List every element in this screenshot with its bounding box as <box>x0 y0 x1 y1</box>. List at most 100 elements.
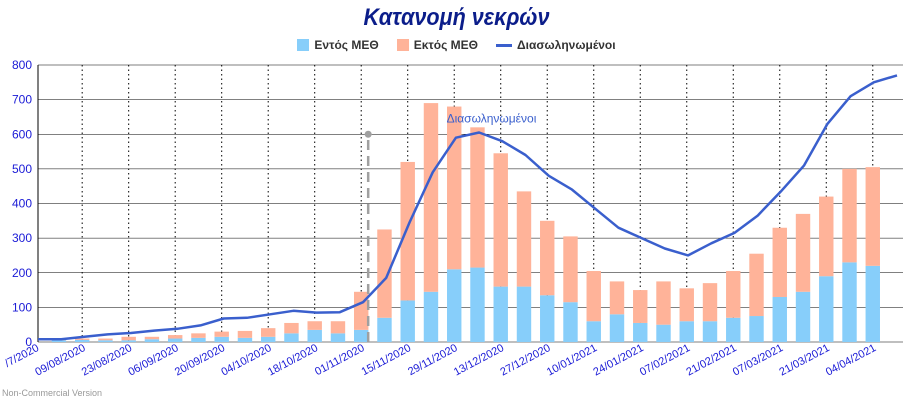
y-tick-label: 600 <box>12 127 32 141</box>
bar-icu <box>540 295 555 342</box>
bar-icu <box>51 340 67 342</box>
bar-icu <box>470 267 485 342</box>
bar-non-icu <box>74 338 90 340</box>
bar-non-icu <box>702 283 718 322</box>
footer-note: Non-Commercial Version <box>2 388 103 398</box>
chart-legend: Εντός ΜΕΘ Εκτός ΜΕΘ Διασωληνωμένοι <box>0 38 913 52</box>
bar-non-icu <box>842 168 857 263</box>
bar-non-icu <box>377 229 392 318</box>
legend-label-intubated: Διασωληνωμένοι <box>516 38 616 52</box>
bar-non-icu <box>563 236 578 303</box>
bar-non-icu <box>307 321 322 330</box>
bar-icu <box>865 265 880 342</box>
y-tick-label: 300 <box>12 231 32 245</box>
x-tick-label: 18/10/2020 <box>266 342 320 378</box>
bar-non-icu <box>795 213 811 292</box>
y-tick-label: 200 <box>12 266 32 280</box>
bar-non-icu <box>260 328 276 337</box>
marker-dot <box>364 130 372 138</box>
legend-item-icu[interactable]: Εντός ΜΕΘ <box>297 38 379 52</box>
bar-non-icu <box>586 271 601 322</box>
legend-item-non-icu[interactable]: Εκτός ΜΕΘ <box>396 38 478 52</box>
bar-icu <box>586 321 601 342</box>
bar-icu <box>214 336 229 342</box>
bar-non-icu <box>633 290 648 323</box>
bar-icu <box>772 296 787 342</box>
x-tick-label: 10/01/2021 <box>545 342 599 378</box>
bar-icu <box>795 291 811 342</box>
x-tick-label: 04/04/2021 <box>824 342 878 378</box>
bar-icu <box>191 337 206 342</box>
x-tick-label: 07/02/2021 <box>638 342 692 378</box>
bar-non-icu <box>656 281 671 325</box>
bar-icu <box>749 316 764 342</box>
bar-icu <box>609 314 625 342</box>
x-tick-label: 29/11/2020 <box>406 342 460 378</box>
bar-non-icu <box>516 191 532 287</box>
bar-icu <box>423 291 439 342</box>
bar-non-icu <box>423 103 439 292</box>
bar-non-icu <box>679 288 694 322</box>
bar-icu <box>493 286 508 342</box>
bar-icu <box>679 321 694 342</box>
bar-icu <box>656 324 671 342</box>
bar-non-icu <box>400 161 415 301</box>
bar-non-icu <box>865 167 880 266</box>
bar-icu <box>260 336 276 342</box>
bar-non-icu <box>98 338 113 341</box>
bar-icu <box>447 269 462 342</box>
x-tick-label: 04/10/2020 <box>219 342 273 378</box>
x-tick-label: 24/01/2021 <box>591 342 645 378</box>
bar-icu <box>74 339 90 342</box>
bar-non-icu <box>609 281 625 315</box>
y-tick-label: 700 <box>12 93 32 107</box>
y-tick-label: 800 <box>12 58 32 72</box>
bar-icu <box>167 338 183 342</box>
x-tick-label: 20/09/2020 <box>173 342 227 378</box>
x-tick-label: 21/03/2021 <box>777 342 831 378</box>
legend-swatch-intubated <box>495 43 512 47</box>
bar-icu <box>842 262 857 342</box>
bar-non-icu <box>819 196 834 277</box>
bar-icu <box>144 339 160 342</box>
bar-non-icu <box>726 271 741 318</box>
bar-icu <box>377 317 392 342</box>
legend-label-non-icu: Εκτός ΜΕΘ <box>413 38 478 52</box>
x-tick-label: 21/02/2021 <box>684 342 738 378</box>
bar-non-icu <box>493 153 508 287</box>
legend-item-intubated[interactable]: Διασωληνωμένοι <box>495 38 616 52</box>
x-tick-label: 23/08/2020 <box>80 342 134 378</box>
bar-icu <box>330 333 346 342</box>
x-tick-label: 27/12/2020 <box>498 342 552 378</box>
legend-swatch-icu <box>297 39 310 51</box>
bar-non-icu <box>772 227 787 297</box>
bar-icu <box>726 317 741 342</box>
x-tick-label: 13/12/2020 <box>452 342 506 378</box>
bar-non-icu <box>447 106 462 270</box>
bar-icu <box>307 329 322 342</box>
x-tick-label: 06/09/2020 <box>126 342 180 378</box>
bar-non-icu <box>330 321 346 334</box>
x-tick-label: 09/08/2020 <box>33 342 87 378</box>
legend-label-icu: Εντός ΜΕΘ <box>314 38 379 52</box>
bar-icu <box>702 321 718 342</box>
bar-icu <box>563 302 578 342</box>
x-tick-label: 15/11/2020 <box>360 342 414 378</box>
bar-non-icu <box>540 220 555 296</box>
bar-icu <box>516 286 532 342</box>
bar-non-icu <box>284 322 299 334</box>
bar-icu <box>284 333 299 342</box>
bar-non-icu <box>191 333 206 338</box>
x-tick-label: 01/11/2020 <box>313 342 367 378</box>
y-tick-label: 0 <box>25 335 32 349</box>
bar-icu <box>354 329 369 342</box>
legend-swatch-non-icu <box>396 39 409 51</box>
y-tick-label: 500 <box>12 162 32 176</box>
line-annotation-label: Διασωληνωμένοι <box>447 111 537 125</box>
bar-icu <box>98 340 113 342</box>
bar-icu <box>121 340 136 342</box>
bar-non-icu <box>121 336 136 341</box>
bar-non-icu <box>214 331 229 337</box>
bar-icu <box>400 300 415 342</box>
